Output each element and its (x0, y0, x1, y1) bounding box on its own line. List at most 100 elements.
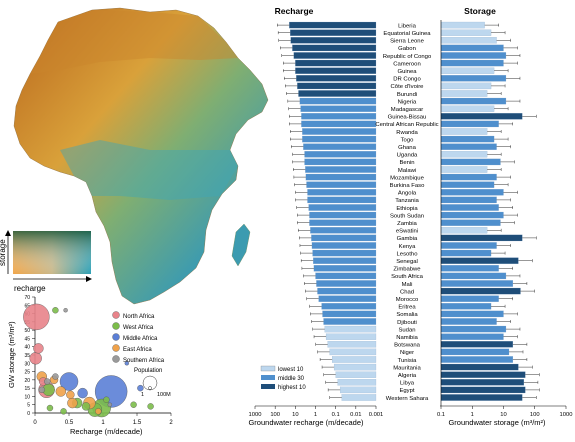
storage-bar (440, 234, 523, 242)
storage-bar (440, 59, 504, 67)
recharge-bar (325, 333, 377, 340)
recharge-bar (323, 318, 377, 325)
scatter-ytick-label: 10 (24, 394, 30, 400)
recharge-bar (317, 287, 377, 295)
recharge-bar (295, 59, 377, 67)
scatter-point (77, 387, 88, 399)
storage-bar (440, 242, 497, 249)
recharge-bar (293, 52, 377, 59)
recharge-bar (309, 219, 377, 226)
map-central-band (60, 140, 238, 200)
recharge-bar (295, 67, 377, 74)
storage-bar (440, 333, 504, 340)
recharge-bar (327, 341, 377, 348)
scatter-point (44, 378, 51, 385)
storage-bar (440, 386, 526, 394)
storage-bar (440, 303, 492, 310)
recharge-title: Recharge (275, 6, 314, 16)
scatter-xtick-label: 1.5 (133, 420, 142, 426)
country-label: Tunisia (398, 358, 417, 364)
storage-bar (440, 204, 499, 211)
storage-bar (440, 249, 492, 257)
scatter-ytick-label: 40 (24, 345, 30, 351)
scatter-chart: 0510152025303540455055606570 00.511.52 G… (7, 295, 173, 436)
scatter-ytick-label: 25 (24, 370, 30, 376)
scatter-point (33, 343, 44, 354)
recharge-xtick-label: 100 (270, 412, 280, 418)
recharge-bar (307, 189, 377, 196)
legend-arrow-y-head (5, 230, 11, 236)
storage-bar (440, 75, 507, 82)
scatter-ytick-label: 45 (24, 336, 30, 342)
recharge-xtick-label: 1000 (249, 412, 262, 418)
recharge-bar (315, 272, 377, 280)
country-label: Sierra Leone (390, 39, 424, 45)
storage-xlabel: Groundwater storage (m³/m²) (448, 418, 546, 427)
scatter-point (107, 402, 113, 407)
legend-swatch-highest (261, 384, 275, 389)
storage-bar (440, 151, 488, 158)
country-label: Kenya (399, 244, 416, 250)
storage-bar (440, 105, 495, 112)
recharge-bar (303, 143, 377, 150)
storage-bar (440, 97, 507, 105)
country-label: Togo (401, 137, 414, 143)
scatter-point (147, 403, 154, 410)
recharge-bar (309, 211, 377, 219)
recharge-xtick-label: 0.01 (350, 412, 361, 418)
recharge-bar (297, 82, 377, 90)
country-label: Sudan (398, 327, 415, 333)
storage-bar (440, 67, 495, 74)
scatter-point (55, 386, 67, 397)
scatter-point (124, 361, 130, 366)
storage-xtick-label: 1000 (560, 412, 573, 418)
country-label: Liberia (398, 23, 416, 29)
storage-bar (440, 394, 523, 401)
scatter-ytick-label: 70 (24, 295, 30, 301)
recharge-bar (332, 356, 377, 363)
recharge-chart: Recharge 1000 100 10 1 0.1 0.01 0.001 Groundwa… (248, 6, 383, 427)
storage-bar (440, 90, 488, 97)
legend-label-southern-africa: Southern Africa (123, 358, 165, 364)
map-north-band (30, 10, 238, 74)
scatter-point (63, 308, 68, 313)
legend-size-label-100m: 100M (157, 392, 171, 398)
country-label: Mali (402, 282, 413, 288)
country-label: Senegal (396, 259, 418, 265)
legend-label-west-africa: West Africa (123, 325, 154, 331)
country-label: Ghana (398, 145, 416, 151)
storage-bar (440, 287, 521, 295)
storage-bar (440, 371, 526, 378)
recharge-bar (308, 204, 377, 211)
recharge-bar (305, 173, 377, 181)
recharge-bar (296, 75, 377, 82)
recharge-xlabel: Groundwater recharge (m/decade) (248, 418, 364, 427)
legend-swatch-middle (261, 375, 275, 380)
recharge-bar (302, 128, 377, 135)
recharge-bar (311, 242, 377, 249)
country-label: Morocco (396, 297, 419, 303)
country-label: Zimbabwe (393, 267, 421, 273)
legend-label-middle-africa: Middle Africa (123, 336, 158, 342)
recharge-bar (304, 158, 377, 166)
recharge-bar (335, 371, 377, 378)
country-label: Algeria (398, 373, 417, 379)
storage-chart: Storage 0.1 1 10 100 1000 Groundwater storag… (437, 6, 572, 427)
recharge-bar (312, 249, 377, 257)
recharge-bar (300, 105, 377, 112)
storage-bar (440, 325, 507, 333)
scatter-point (52, 373, 59, 380)
storage-bar (440, 128, 488, 135)
africa-map (13, 7, 269, 305)
scatter-point (52, 307, 59, 314)
scatter-ytick-label: 20 (24, 378, 30, 384)
africa-landmass (13, 7, 269, 305)
country-label: Republic of Congo (383, 54, 432, 60)
country-label: Cameroon (393, 61, 421, 67)
recharge-bar (329, 348, 377, 356)
storage-bar (440, 21, 485, 29)
country-label: Malawi (398, 168, 416, 174)
country-label: South Africa (391, 274, 423, 280)
storage-bar (440, 227, 488, 234)
storage-bar (440, 257, 519, 264)
